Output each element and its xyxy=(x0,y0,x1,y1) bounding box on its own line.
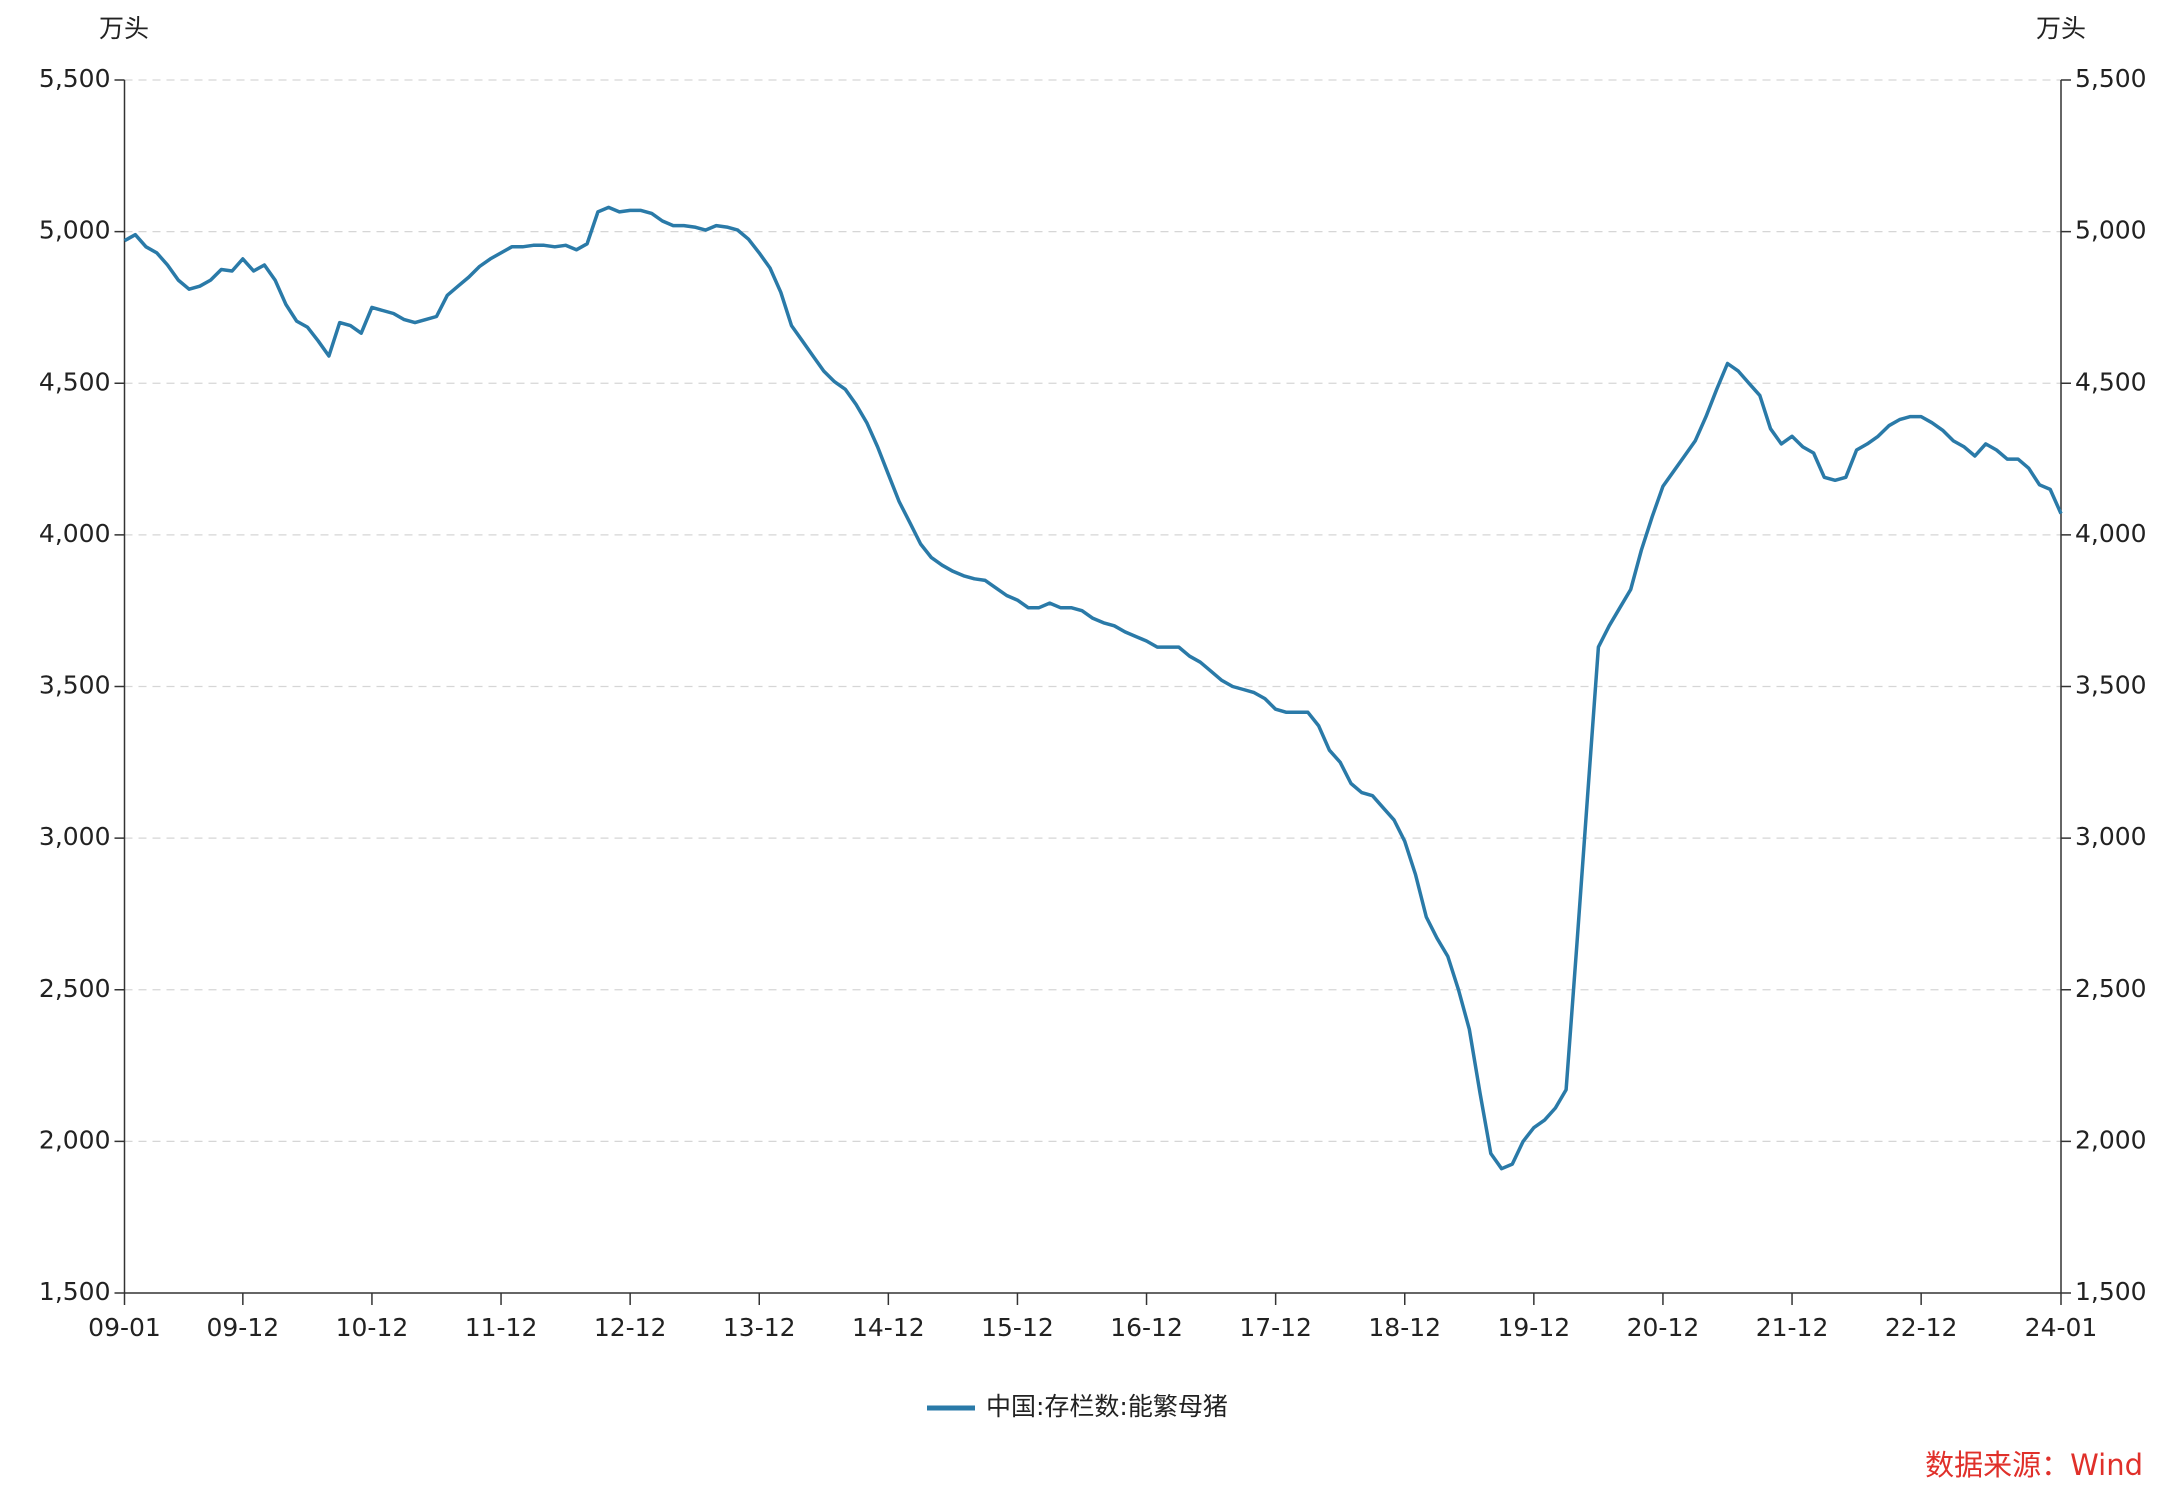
data-line xyxy=(123,205,2063,1171)
y-tick-label: 4,000 xyxy=(39,519,111,548)
y-tick-label: 2,500 xyxy=(39,974,111,1003)
y2-tick-label: 5,000 xyxy=(2075,216,2147,245)
x-tick-label: 22-12 xyxy=(1885,1313,1958,1342)
x-tick-label: 16-12 xyxy=(1110,1313,1183,1342)
x-tick-label: 09-01 xyxy=(88,1313,161,1342)
x-tick-label: 21-12 xyxy=(1756,1313,1829,1342)
y2-tick-label: 2,500 xyxy=(2075,974,2147,1003)
legend-label: 中国:存栏数:能繁母猪 xyxy=(986,1392,1228,1421)
y2-tick-label: 1,500 xyxy=(2075,1277,2147,1306)
x-tick-label: 14-12 xyxy=(852,1313,925,1342)
x-tick-label: 10-12 xyxy=(336,1313,409,1342)
x-tick-label: 18-12 xyxy=(1368,1313,1441,1342)
y2-tick-label: 3,500 xyxy=(2075,671,2147,700)
y-tick-label: 2,000 xyxy=(39,1125,111,1154)
y-tick-label: 1,500 xyxy=(39,1277,111,1306)
source-note: 数据来源：Wind xyxy=(1925,1448,2143,1482)
y2-tick-label: 4,500 xyxy=(2075,367,2147,396)
x-tick-label: 19-12 xyxy=(1498,1313,1571,1342)
x-tick-label: 09-12 xyxy=(207,1313,280,1342)
y-tick-label: 3,000 xyxy=(39,822,111,851)
x-tick-label: 17-12 xyxy=(1239,1313,1312,1342)
y-tick-label: 5,000 xyxy=(39,216,111,245)
y2-tick-label: 2,000 xyxy=(2075,1125,2147,1154)
x-tick-label: 11-12 xyxy=(465,1313,538,1342)
x-tick-label: 20-12 xyxy=(1627,1313,1700,1342)
y-tick-label: 5,500 xyxy=(39,64,111,93)
y2-tick-label: 3,000 xyxy=(2075,822,2147,851)
x-tick-label: 24-01 xyxy=(2025,1313,2098,1342)
y-axis-unit: 万头 xyxy=(99,14,149,43)
x-tick-label: 15-12 xyxy=(981,1313,1054,1342)
x-tick-label: 13-12 xyxy=(723,1313,796,1342)
y-tick-label: 4,500 xyxy=(39,367,111,396)
y2-tick-label: 4,000 xyxy=(2075,519,2147,548)
y2-axis-unit: 万头 xyxy=(2036,14,2086,43)
x-tick-label: 12-12 xyxy=(594,1313,667,1342)
y-tick-label: 3,500 xyxy=(39,671,111,700)
y2-tick-label: 5,500 xyxy=(2075,64,2147,93)
